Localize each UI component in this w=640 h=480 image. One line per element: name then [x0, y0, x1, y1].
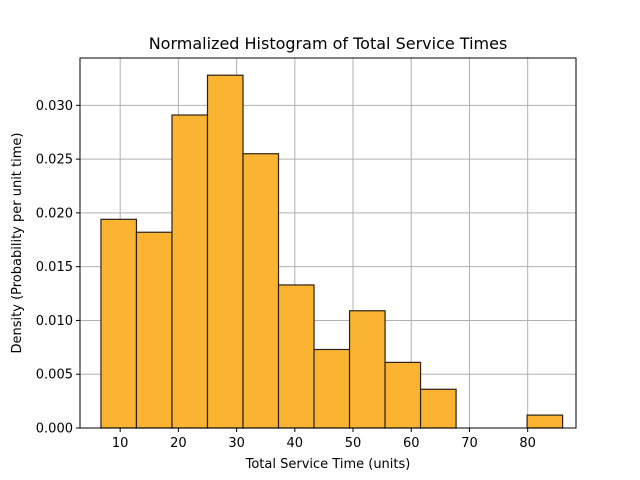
histogram-bar — [348, 310, 386, 429]
x-axis-label: Total Service Time (units) — [245, 457, 411, 472]
x-axis-ticks: 10 20 30 40 50 60 70 80 — [112, 428, 536, 451]
histogram-bar — [206, 74, 244, 429]
histogram-bar — [384, 361, 422, 429]
histogram-bar — [313, 348, 351, 429]
x-tick-label: 50 — [345, 436, 362, 451]
histogram-bar — [135, 231, 173, 429]
y-tick-label: 0.025 — [36, 153, 73, 168]
y-tick-label: 0.015 — [36, 260, 73, 275]
x-tick-label: 70 — [461, 436, 478, 451]
y-tick-label: 0.010 — [36, 314, 73, 329]
y-tick-label: 0.005 — [36, 368, 73, 383]
x-tick-label: 60 — [403, 436, 420, 451]
histogram-bar — [171, 114, 209, 429]
plot-frame — [79, 57, 577, 429]
x-tick-label: 10 — [112, 436, 129, 451]
y-tick-label: 0.030 — [36, 99, 73, 114]
histogram-bar — [277, 284, 315, 429]
chart-title: Normalized Histogram of Total Service Ti… — [149, 34, 508, 53]
bars — [100, 74, 564, 429]
y-tick-label: 0.000 — [36, 422, 73, 437]
y-axis-label: Density (Probability per unit time) — [10, 133, 25, 354]
histogram-bar — [242, 153, 280, 429]
y-axis-ticks: 0.000 0.005 0.010 0.015 0.020 0.025 0.030 — [36, 99, 80, 437]
x-tick-label: 20 — [170, 436, 187, 451]
histogram-bar — [419, 388, 457, 429]
y-tick-label: 0.020 — [36, 206, 73, 221]
x-tick-label: 40 — [287, 436, 304, 451]
histogram-bar — [100, 218, 138, 429]
x-tick-label: 80 — [519, 436, 536, 451]
x-tick-label: 30 — [228, 436, 245, 451]
histogram-bar — [526, 414, 564, 429]
